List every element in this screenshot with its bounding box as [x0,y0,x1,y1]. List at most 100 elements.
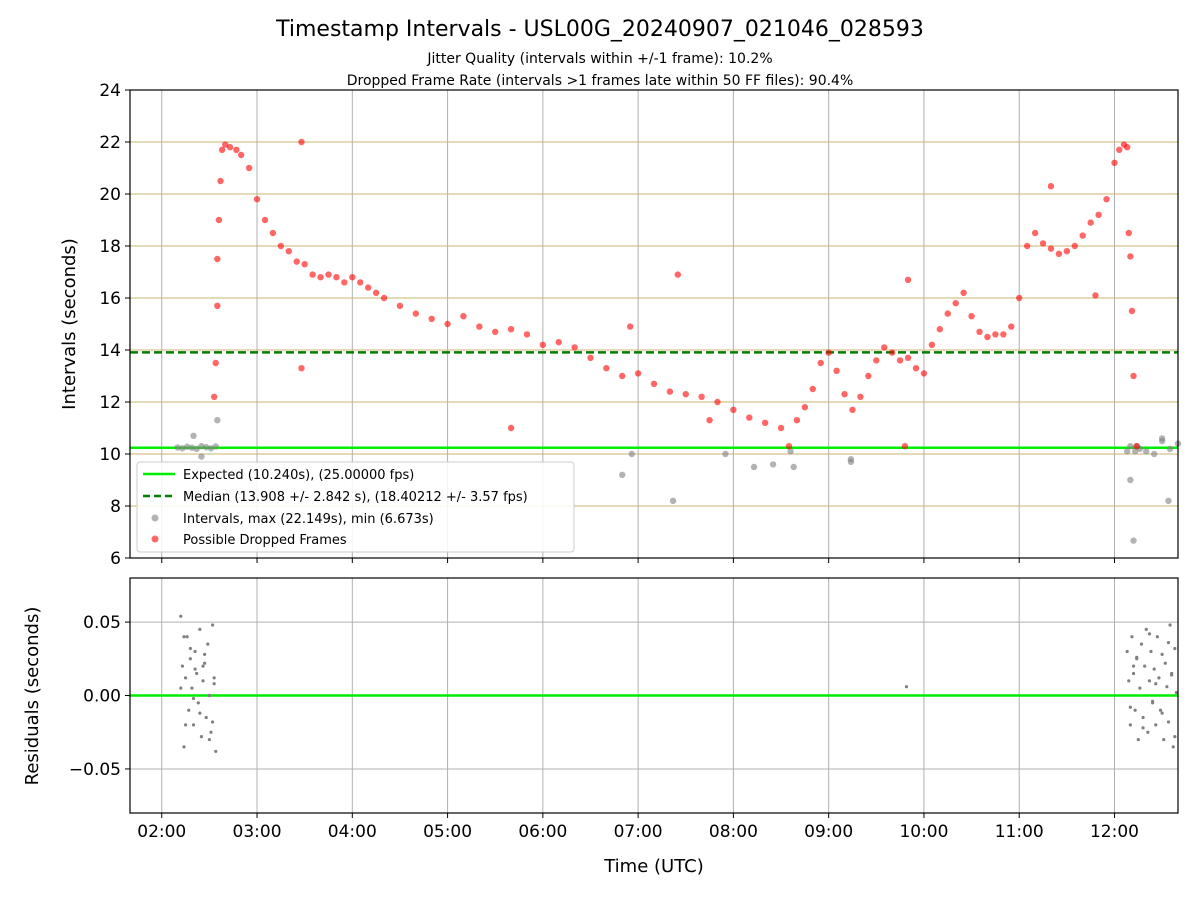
chart-title: Timestamp Intervals - USL00G_20240907_02… [275,17,924,42]
dropped-frame-point [333,274,340,281]
interval-point [198,453,205,460]
dropped-frame-point [809,385,816,393]
dropped-frame-point [901,443,909,450]
residual-point [182,745,186,749]
dropped-frame-point [269,229,277,237]
residual-point [904,685,909,689]
residual-point [1168,623,1172,627]
residual-point [190,686,194,690]
residual-point [1154,682,1158,686]
dropped-frame-point [841,391,848,398]
dropped-frame-point [714,398,721,406]
interval-point [190,432,197,439]
dropped-frame-point [285,248,292,255]
legend-label-median: Median (13.908 +/- 2.842 s), (18.40212 +… [183,490,528,505]
residual-point [193,649,197,654]
dropped-frame-point [349,274,356,281]
residual-point [1158,708,1163,712]
dropped-frame-point [317,274,324,281]
residual-point [179,614,183,618]
interval-point [790,463,797,471]
dropped-frame-point [237,151,245,159]
x-tick-label: 09:00 [804,822,853,842]
dropped-frame-point [444,320,451,328]
residual-point [183,723,188,727]
dropped-frame-point [357,279,364,286]
dropped-frame-point [912,365,920,372]
x-tick-label: 12:00 [1090,822,1139,842]
residual-point [1154,723,1158,727]
dropped-frame-point [849,406,856,413]
residual-point [203,661,207,665]
dropped-frame-point [761,419,769,426]
residual-point [198,711,202,715]
dropped-frame-point [222,141,229,148]
interval-point [769,461,777,468]
dropped-frame-point [992,331,999,338]
dropped-frame-point [1130,372,1137,380]
interval-point [188,444,196,451]
dropped-frame-point [666,388,674,395]
residual-point [1157,676,1161,680]
legend-label-dropped: Possible Dropped Frames [183,533,347,548]
dropped-frame-point [1047,245,1055,252]
dropped-frame-point [1128,307,1136,315]
dropped-frame-point [301,261,308,268]
interval-point [1130,537,1137,544]
dropped-frame-point [928,341,936,348]
dropped-frame-point [253,196,261,203]
dropped-frame-point [217,177,224,185]
y-tick-label: 18 [99,237,121,257]
dropped-frame-point [1079,232,1086,239]
interval-point [1165,497,1172,504]
chart-subtitle-jitter: Jitter Quality (intervals within +/-1 fr… [426,51,772,67]
residual-point [212,682,216,686]
interval-point [1127,443,1134,450]
top-x-ticks [161,558,1115,563]
residual-point [1128,705,1132,709]
interval-point [847,458,855,465]
dropped-frame-point [944,310,951,317]
residual-point [204,715,208,720]
dropped-frame-point [293,258,300,265]
dropped-frame-point [801,404,809,411]
dropped-frame-point [976,328,983,335]
dropped-frame-point [960,289,967,296]
interval-point [619,471,626,478]
dropped-frame-point [1133,443,1140,450]
residual-point [201,679,205,683]
dropped-frame-point [817,359,824,367]
residual-point [214,749,218,753]
residual-point [182,635,186,639]
residual-point [188,646,192,651]
dropped-frame-point [881,344,888,351]
bottom-x-ticks: 02:00 03:00 04:00 05:00 06:00 07:00 08:00 09:00… [137,813,1139,842]
residual-point [1130,635,1134,639]
x-tick-label: 03:00 [233,822,282,842]
dropped-frame-point [1123,144,1131,151]
residual-point [1131,671,1136,676]
residual-point [1144,627,1148,632]
dropped-frame-point [730,406,737,413]
residual-point [191,723,196,727]
dropped-frame-point [1111,159,1118,166]
residual-point [201,664,205,668]
legend-label-intervals: Intervals, max (22.149s), min (6.673s) [183,512,434,527]
y-tick-label: 22 [99,133,121,153]
dropped-frame-point [298,138,305,146]
dropped-frame-point [650,380,658,387]
bottom-y-ticks: −0.05 0.00 0.05 [69,613,130,780]
dropped-frame-point [364,284,372,291]
residual-point [207,737,211,742]
interval-point [1131,448,1139,455]
y-tick-label: 12 [99,393,121,413]
dropped-frame-point [277,242,285,250]
dropped-frame-point [984,333,991,341]
residual-point [207,693,211,698]
dropped-frame-point [233,146,240,153]
dropped-frame-point [1071,242,1078,250]
residual-point [196,701,200,705]
dropped-frame-point [746,414,753,421]
residual-point [212,676,216,680]
dropped-frame-point [1055,250,1063,257]
